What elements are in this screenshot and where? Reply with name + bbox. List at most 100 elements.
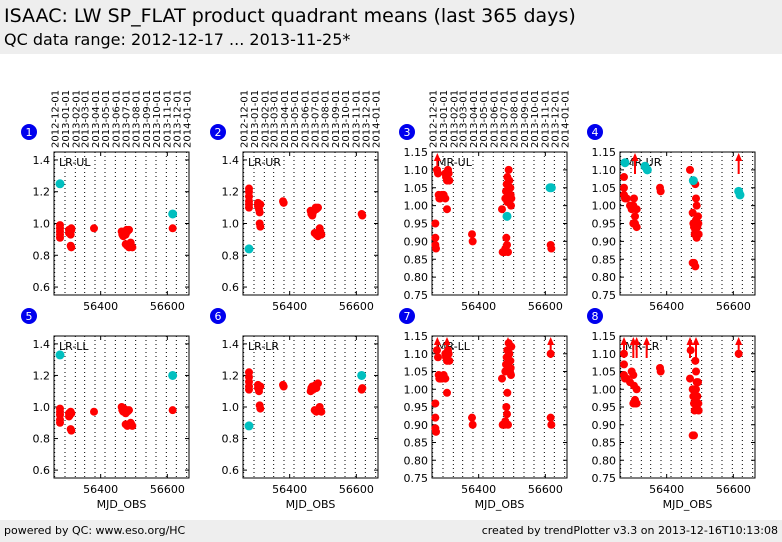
panel-label: LR-LR	[248, 340, 279, 353]
data-point	[694, 230, 703, 239]
data-point	[125, 225, 133, 234]
date-tick-label: 2013-03-01	[81, 90, 92, 148]
data-point	[498, 205, 506, 214]
data-point	[506, 363, 515, 372]
x-axis-label: MJD_OBS	[97, 498, 147, 511]
panel-3: 0.75 0.80 0.85 0.90 0.95 1.00 1.05 1.10 1.15 5640…	[399, 90, 572, 313]
y-tick-label: 0.85	[592, 253, 617, 266]
x-tick-label: 56600	[150, 300, 185, 313]
data-point	[620, 360, 628, 369]
y-tick-label: 1.4	[33, 338, 51, 351]
reference-point	[688, 176, 698, 186]
x-tick-label: 56400	[83, 483, 118, 496]
data-point	[694, 399, 703, 408]
date-tick-label: 2013-03-01	[459, 90, 470, 148]
data-point	[431, 399, 440, 408]
data-point	[546, 413, 555, 422]
y-tick-label: 0.6	[222, 281, 240, 294]
x-tick-label: 56600	[339, 300, 374, 313]
data-point	[691, 262, 700, 271]
data-point	[656, 187, 665, 196]
y-tick-label: 1.05	[404, 182, 429, 195]
data-point	[168, 224, 177, 233]
date-tick-label: 2013-12-01	[550, 90, 561, 148]
panel-badge-number: 1	[26, 126, 33, 139]
footer-timestamp: created by trendPlotter v3.3 on 2013-12-…	[481, 524, 778, 537]
data-point	[694, 219, 703, 228]
x-axis-label: MJD_OBS	[663, 498, 713, 511]
reference-point	[55, 179, 65, 189]
date-tick-label: 2013-09-01	[142, 90, 153, 148]
y-tick-label: 1.00	[592, 200, 617, 213]
panel-4: 0.75 0.80 0.85 0.90 0.95 1.00 1.05 1.10 1.15 5640…	[587, 124, 756, 313]
panel-label: MR-LR	[625, 340, 660, 353]
date-tick-label: 2013-04-01	[280, 90, 291, 148]
panel-badge-number: 3	[404, 126, 411, 139]
y-tick-label: 1.00	[404, 200, 429, 213]
date-tick-label: 2013-08-01	[321, 90, 332, 148]
x-tick-label: 56400	[83, 300, 118, 313]
data-point	[432, 427, 440, 436]
date-tick-label: 2013-02-01	[71, 90, 82, 148]
y-tick-label: 0.8	[33, 433, 51, 446]
panel-badge-number: 5	[26, 310, 33, 323]
data-point	[358, 384, 367, 393]
date-tick-label: 2013-01-01	[250, 90, 261, 148]
data-point	[692, 201, 701, 210]
date-tick-label: 2013-06-01	[489, 90, 500, 148]
out-of-range-arrowhead	[547, 337, 555, 345]
date-tick-label: 2013-05-01	[290, 90, 301, 148]
data-point	[547, 420, 556, 429]
y-tick-label: 1.10	[404, 348, 429, 361]
date-tick-label: 2014-01-01	[183, 90, 194, 148]
y-tick-label: 0.80	[592, 271, 617, 284]
out-of-range-arrowhead	[433, 337, 441, 345]
date-tick-label: 2013-11-01	[351, 90, 362, 148]
data-point	[506, 183, 515, 192]
data-point	[444, 169, 453, 178]
data-point	[693, 392, 702, 401]
panel-badge-number: 4	[592, 126, 599, 139]
y-tick-label: 1.10	[592, 164, 617, 177]
y-tick-label: 0.6	[33, 281, 51, 294]
date-tick-label: 2013-04-01	[469, 90, 480, 148]
data-point	[445, 356, 454, 365]
data-point	[125, 406, 133, 415]
panel-badge	[587, 308, 603, 324]
date-tick-label: 2013-05-01	[101, 90, 112, 148]
date-tick-label: 2013-06-01	[111, 90, 122, 148]
y-tick-label: 0.80	[404, 271, 429, 284]
y-tick-label: 0.6	[33, 464, 51, 477]
y-tick-label: 1.4	[222, 154, 240, 167]
out-of-range-arrowhead	[686, 337, 694, 345]
panel-label: MR-LL	[437, 340, 471, 353]
data-point	[620, 173, 628, 182]
data-point	[431, 219, 440, 228]
y-tick-label: 0.95	[592, 401, 617, 414]
data-point	[256, 404, 265, 413]
panel-badge	[587, 124, 603, 140]
data-point	[279, 198, 288, 207]
x-tick-label: 56600	[528, 300, 563, 313]
y-tick-label: 0.8	[222, 249, 240, 262]
out-of-range-arrowhead	[643, 337, 651, 345]
data-point	[622, 194, 631, 203]
y-tick-label: 1.10	[404, 164, 429, 177]
out-of-range-arrowhead	[692, 337, 700, 345]
data-point	[656, 367, 665, 376]
reference-point	[642, 165, 652, 175]
data-point	[502, 403, 511, 411]
reference-point	[168, 370, 178, 380]
data-point	[502, 233, 511, 242]
y-tick-label: 0.80	[592, 454, 617, 467]
data-point	[256, 222, 265, 231]
date-tick-label: 2013-10-01	[530, 90, 541, 148]
out-of-range-arrowhead	[620, 337, 628, 345]
x-tick-label: 56400	[461, 300, 496, 313]
data-point	[504, 420, 512, 429]
data-point	[503, 410, 511, 419]
y-tick-label: 0.75	[592, 472, 617, 485]
data-point	[632, 399, 641, 408]
